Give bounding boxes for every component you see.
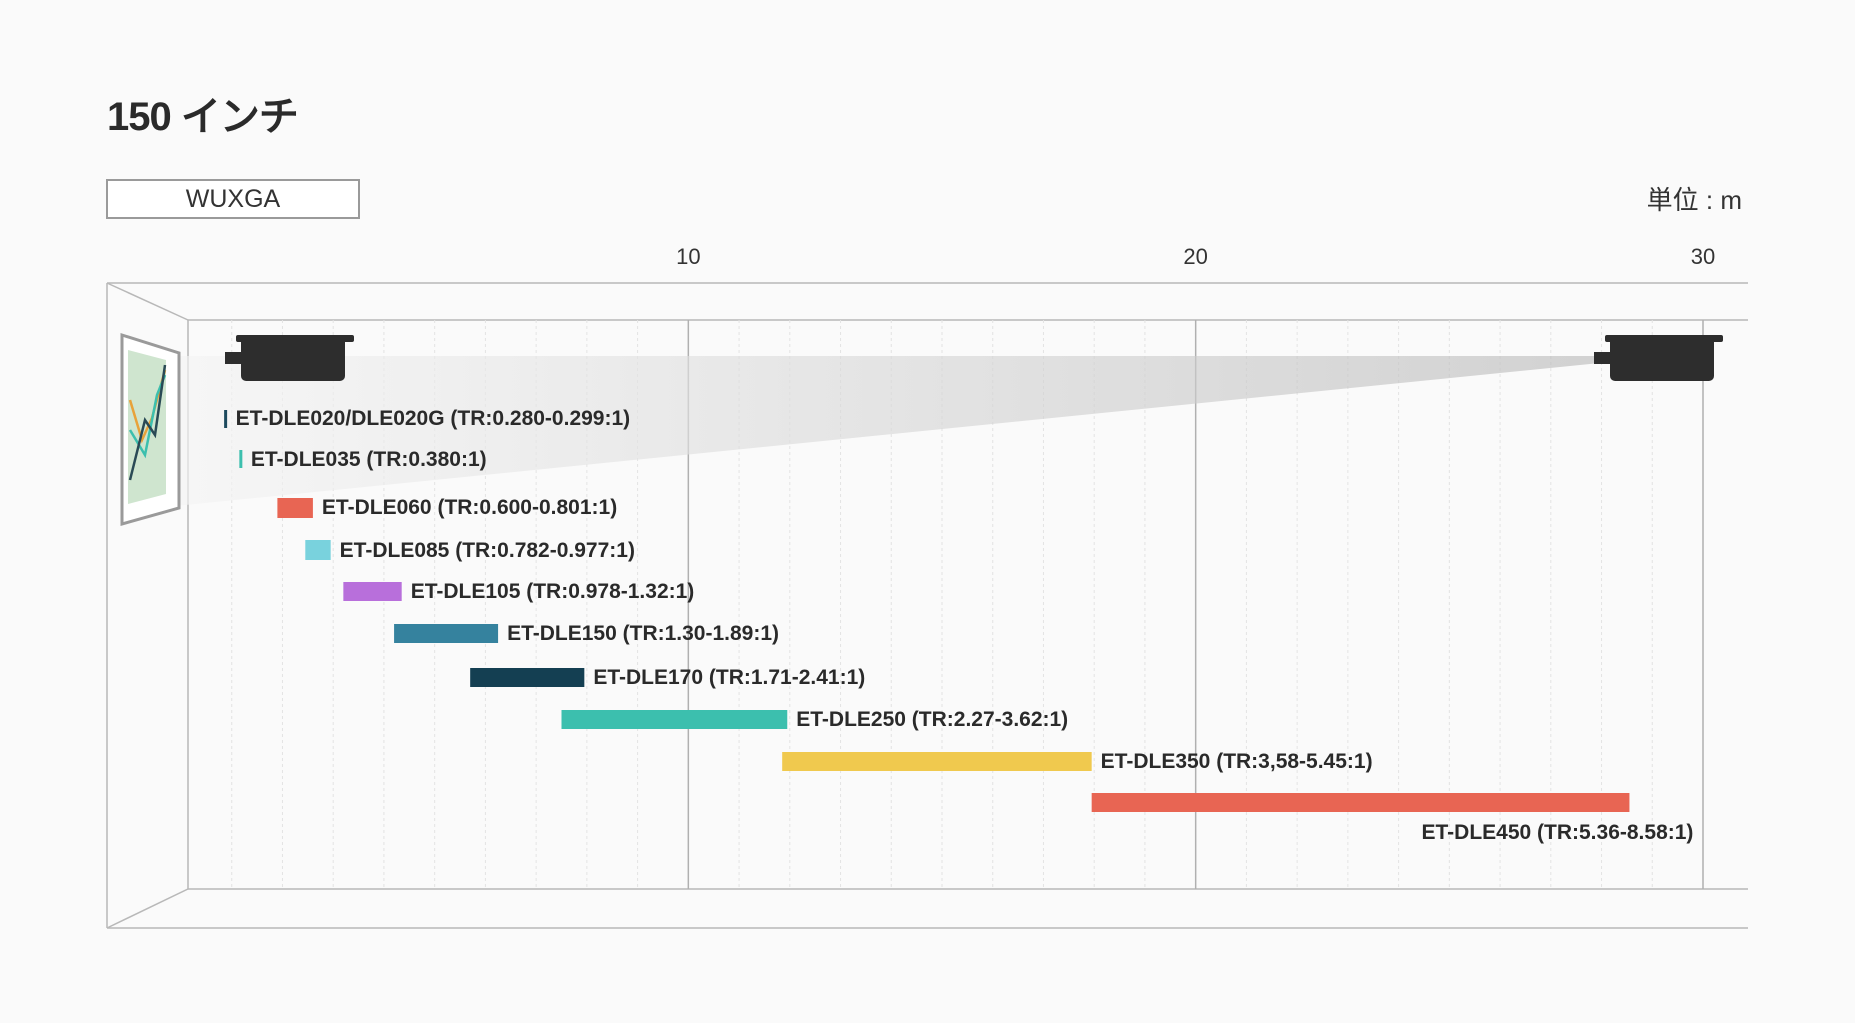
bar (394, 624, 499, 643)
projector-icon-near (225, 335, 354, 381)
bar-label: ET-DLE250 (TR:2.27-3.62:1) (796, 708, 1068, 731)
bar-label: ET-DLE105 (TR:0.978-1.32:1) (411, 580, 695, 603)
bar-label: ET-DLE085 (TR:0.782-0.977:1) (340, 539, 635, 562)
bar-label: ET-DLE150 (TR:1.30-1.89:1) (507, 622, 779, 645)
bar-label: ET-DLE350 (TR:3,58-5.45:1) (1101, 750, 1373, 773)
bar (224, 410, 228, 428)
bar (782, 752, 1092, 771)
bar (305, 540, 331, 560)
bar (277, 498, 313, 518)
bar-label: ET-DLE170 (TR:1.71-2.41:1) (593, 666, 865, 689)
projection-beam (175, 356, 1600, 506)
room-frame (106, 282, 1748, 929)
bar (1091, 793, 1630, 812)
x-axis-ticks: 10 20 30 (676, 244, 1715, 269)
bar-label: ET-DLE020/DLE020G (TR:0.280-0.299:1) (236, 407, 631, 430)
bar (561, 710, 788, 729)
projector-icon-far (1594, 335, 1723, 381)
lens-bars: ET-DLE020/DLE020G (TR:0.280-0.299:1) ET-D… (224, 407, 1693, 844)
resolution-selector[interactable]: WUXGA (106, 179, 360, 219)
screen-icon (120, 332, 181, 526)
bar-label: ET-DLE035 (TR:0.380:1) (251, 448, 487, 471)
x-tick-label: 20 (1183, 244, 1207, 269)
bar-label: ET-DLE060 (TR:0.600-0.801:1) (322, 496, 617, 519)
bar (239, 450, 243, 468)
bar (470, 668, 585, 687)
bar (343, 582, 402, 601)
bar-label: ET-DLE450 (TR:5.36-8.58:1) (1421, 821, 1693, 844)
x-tick-label: 10 (676, 244, 700, 269)
page-title: 150 インチ (107, 95, 299, 139)
unit-label: 単位 : m (1646, 185, 1742, 215)
x-tick-label: 30 (1691, 244, 1715, 269)
